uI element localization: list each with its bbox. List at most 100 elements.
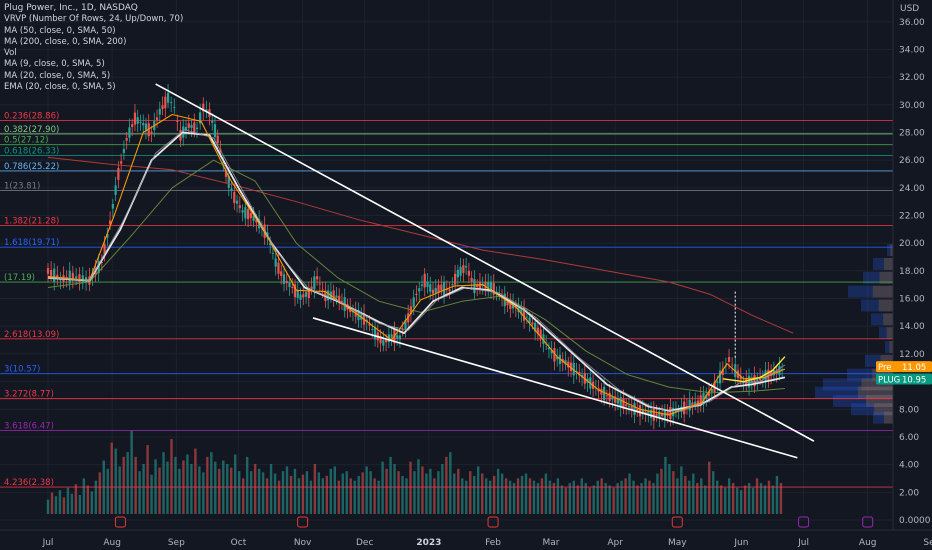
candle-body (418, 288, 421, 292)
candle-body (636, 408, 639, 411)
candle-body (523, 306, 526, 321)
x-tick-label: Apr (607, 538, 623, 548)
candle-body (603, 386, 606, 401)
vrvp-bar (851, 403, 893, 416)
candle-body (509, 299, 512, 309)
candle-body (489, 282, 493, 291)
event-marker[interactable] (487, 516, 499, 528)
candle-body (385, 338, 388, 343)
vrvp-bar-down (857, 386, 893, 399)
volume-bar (759, 483, 763, 514)
volume-bar (365, 466, 368, 514)
volume-bar (321, 478, 325, 514)
legend-ma20[interactable]: MA (20, close, 0, SMA, 5) (4, 70, 111, 81)
candle-body (139, 122, 142, 123)
event-marker[interactable] (798, 516, 810, 528)
legend-ma9[interactable]: MA (9, close, 0, SMA, 5) (4, 59, 105, 70)
indicator-legend: Plug Power, Inc., 1D, NASDAQ VRVP (Numbe… (4, 3, 183, 93)
candle-body (492, 283, 495, 295)
volume-bar (437, 471, 440, 514)
event-marker[interactable] (862, 516, 874, 528)
fib-level-label: 0.5(27.12) (4, 136, 48, 146)
candle-body (310, 286, 313, 290)
event-marker[interactable] (114, 516, 126, 528)
price-badge[interactable] (876, 373, 932, 385)
y-tick-label: 22.00 (899, 212, 925, 222)
candle-body (564, 360, 567, 365)
volume-bar (146, 444, 149, 514)
volume-bar (54, 496, 58, 514)
candle-body (274, 258, 277, 267)
candle-body (520, 308, 523, 315)
candle-body (288, 282, 291, 288)
volume-bar (178, 468, 181, 514)
candle-body (379, 335, 382, 344)
event-marker[interactable] (297, 516, 309, 528)
candle-body (53, 268, 56, 282)
volume-bar (747, 483, 751, 514)
x-tick-label: Jul (797, 538, 809, 548)
legend-ma200[interactable]: MA (200, close, 0, SMA, 200) (4, 36, 127, 47)
volume-bar (520, 475, 524, 514)
candle-body (465, 265, 468, 268)
volume-bar (453, 473, 456, 514)
y-tick-label: 36.00 (899, 18, 925, 28)
candle-body (448, 289, 451, 292)
ma50-line (47, 159, 785, 394)
legend-ma50[interactable]: MA (50, close, 0, SMA, 50) (4, 25, 116, 36)
volume-bar (138, 471, 141, 514)
candle-body (122, 148, 125, 153)
y-tick-label: 0.0000 (899, 516, 931, 526)
fib-level-label: 4.236(2.38) (4, 478, 54, 488)
volume-bar (588, 487, 591, 514)
volume-bar (273, 473, 277, 514)
candle-body (638, 405, 642, 417)
volume-bar (234, 454, 237, 514)
candle-body (473, 279, 476, 294)
candle-body (335, 295, 338, 298)
candle-body (556, 356, 559, 360)
volume-bar (524, 473, 528, 514)
volume-bar (656, 473, 659, 514)
y-tick-label: 14.00 (899, 322, 925, 332)
volume-bar (684, 475, 687, 514)
trendline[interactable] (155, 83, 815, 442)
candle-body (144, 123, 148, 131)
candle-body (316, 276, 319, 280)
candle-body (456, 269, 459, 278)
candle-body (553, 348, 556, 362)
volume-bar (230, 467, 233, 514)
candle-body (663, 410, 666, 419)
volume-bar (90, 491, 94, 514)
candle-body (211, 120, 214, 123)
price-badge[interactable] (876, 361, 932, 373)
x-tick-label: Dec (356, 538, 373, 548)
legend-vrvp[interactable]: VRVP (Number Of Rows, 24, Up/Down, 70) (4, 14, 184, 25)
candle-body (434, 287, 437, 293)
volume-bar (210, 452, 213, 514)
y-tick-label: 2.00 (899, 488, 919, 498)
vrvp-bar (887, 244, 893, 257)
candle-body (304, 292, 308, 297)
candle-body (547, 347, 551, 350)
volume-bar (652, 483, 655, 514)
candle-body (249, 213, 252, 218)
legend-vol[interactable]: Vol (4, 48, 17, 59)
volume-bar (628, 473, 631, 514)
volume-bar (604, 483, 607, 514)
volume-bar (457, 468, 460, 514)
candle-body (307, 288, 310, 299)
ma20-line (47, 131, 786, 412)
candle-body (291, 286, 294, 289)
x-tick-label: Aug (859, 538, 877, 548)
event-marker[interactable] (671, 516, 683, 528)
legend-ema20[interactable]: EMA (20, close, 0, SMA, 5) (4, 82, 116, 93)
legend-title[interactable]: Plug Power, Inc., 1D, NASDAQ (4, 3, 138, 13)
volume-bar (174, 456, 177, 514)
volume-bar (429, 468, 432, 514)
candle-body (166, 92, 170, 103)
volume-bar (329, 468, 333, 514)
candle-body (442, 281, 446, 295)
trendline[interactable] (312, 317, 798, 459)
